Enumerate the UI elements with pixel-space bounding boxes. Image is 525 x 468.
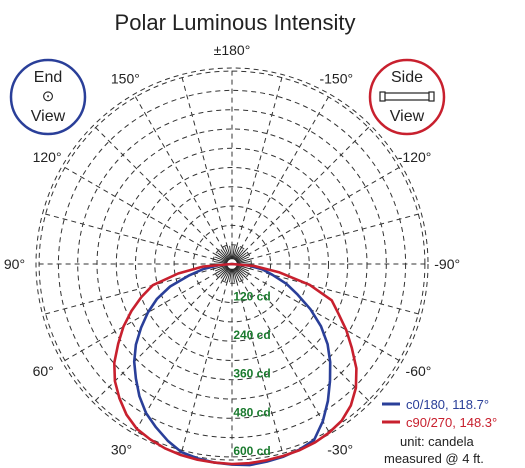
tube-lamp-icon xyxy=(379,91,435,102)
grid-spoke xyxy=(62,272,218,363)
angle-label: -150° xyxy=(319,71,353,87)
end-view-circle xyxy=(9,58,87,136)
angle-label: 120° xyxy=(33,149,62,165)
angle-label: 30° xyxy=(111,441,132,457)
unit-note: unit: candela xyxy=(400,434,474,449)
grid-circle xyxy=(135,167,329,361)
angle-label: 150° xyxy=(111,71,140,87)
grid-circle xyxy=(115,147,349,381)
grid-spoke xyxy=(133,94,224,250)
center-tick xyxy=(232,246,238,260)
radial-tick-label: 240 cd xyxy=(233,328,270,342)
radial-tick-label: 600 cd xyxy=(233,444,270,458)
grid-spoke xyxy=(93,275,221,403)
measurement-note: measured @ 4 ft. xyxy=(384,451,484,466)
radial-tick-label: 480 cd xyxy=(233,405,270,419)
grid-spoke xyxy=(236,74,284,248)
grid-spoke xyxy=(62,165,218,256)
center-tick xyxy=(222,267,230,281)
center-tick xyxy=(233,268,240,282)
center-tick xyxy=(217,266,229,276)
center-tick xyxy=(222,247,230,261)
radial-tick-label: 120 cd xyxy=(233,290,270,304)
center-tick xyxy=(234,249,244,261)
center-tick xyxy=(236,261,251,264)
center-tick xyxy=(236,258,250,264)
grid-spoke xyxy=(240,278,331,434)
center-tick xyxy=(220,267,230,279)
grid-spoke xyxy=(180,74,228,248)
grid-spoke xyxy=(246,165,402,256)
legend-label: c90/270, 148.3° xyxy=(406,415,497,430)
center-tick xyxy=(234,247,242,261)
end-view-badge: End ⊙ View xyxy=(9,58,87,136)
center-tick xyxy=(215,266,229,274)
center-tick xyxy=(224,246,231,260)
angle-label: -30° xyxy=(327,441,353,457)
end-view-label-bottom: View xyxy=(31,108,66,125)
center-tick xyxy=(218,267,229,278)
grid-spoke xyxy=(93,125,221,253)
center-tick xyxy=(217,252,229,262)
side-view-label-bottom: View xyxy=(390,108,425,125)
angle-label: 60° xyxy=(33,363,54,379)
angle-tick-labels: ±180° 150° -150° 120° -120° 90° -90° 60° -60° 30°… xyxy=(4,42,460,457)
center-tick xyxy=(226,246,232,260)
center-tick xyxy=(232,268,235,283)
end-view-label-top: End xyxy=(34,69,62,86)
angle-label: 90° xyxy=(4,256,25,272)
angle-label: -120° xyxy=(398,149,432,165)
center-tick xyxy=(235,266,249,274)
center-tick xyxy=(218,250,229,261)
center-tick xyxy=(233,246,240,260)
grid-spoke xyxy=(248,268,422,316)
grid-spoke xyxy=(236,280,284,454)
center-tick xyxy=(232,245,235,260)
legend-label: c0/180, 118.7° xyxy=(406,397,489,412)
grid-spoke xyxy=(240,94,331,250)
series-line-c90-270 xyxy=(113,262,358,466)
grid-spoke xyxy=(42,212,216,260)
center-tick xyxy=(214,256,228,263)
end-view-icon: ⊙ xyxy=(42,88,55,105)
center-tick xyxy=(236,256,250,263)
center-tick xyxy=(235,254,249,262)
grid-spoke xyxy=(248,212,422,260)
center-tick xyxy=(229,268,232,283)
series-layer xyxy=(113,262,358,467)
center-tick xyxy=(214,258,228,264)
center-tick xyxy=(214,265,228,272)
center-tick xyxy=(234,267,242,281)
center-tick xyxy=(234,267,244,279)
radial-tick-labels: 120 cd 240 cd 360 cd 480 cd 600 cd xyxy=(233,290,270,458)
legend: c0/180, 118.7° c90/270, 148.3° xyxy=(382,397,497,430)
center-tick xyxy=(229,245,232,260)
center-tick xyxy=(220,249,230,261)
center-tick xyxy=(213,261,228,264)
center-tick xyxy=(235,250,246,261)
grid-spoke xyxy=(133,278,224,434)
center-tick xyxy=(235,252,247,262)
radial-tick-label: 360 cd xyxy=(233,367,270,381)
side-view-badge: Side View xyxy=(368,58,446,136)
center-tick xyxy=(236,265,250,272)
grid-circle xyxy=(154,186,310,342)
grid-spoke xyxy=(180,280,228,454)
angle-label: -90° xyxy=(434,256,460,272)
center-tick xyxy=(235,267,246,278)
grid-spoke xyxy=(243,275,371,403)
center-tick xyxy=(226,268,232,282)
grid-spoke xyxy=(246,272,402,363)
center-tick xyxy=(232,268,238,282)
angle-label: -60° xyxy=(406,363,432,379)
center-tick xyxy=(224,268,231,282)
center-tick xyxy=(215,254,229,262)
grid-circle-outer xyxy=(35,67,429,461)
side-view-label-top: Side xyxy=(391,69,423,86)
center-tick xyxy=(235,266,247,276)
chart-title: Polar Luminous Intensity xyxy=(115,10,356,35)
angle-label: ±180° xyxy=(214,42,251,58)
grid-spoke xyxy=(243,125,371,253)
